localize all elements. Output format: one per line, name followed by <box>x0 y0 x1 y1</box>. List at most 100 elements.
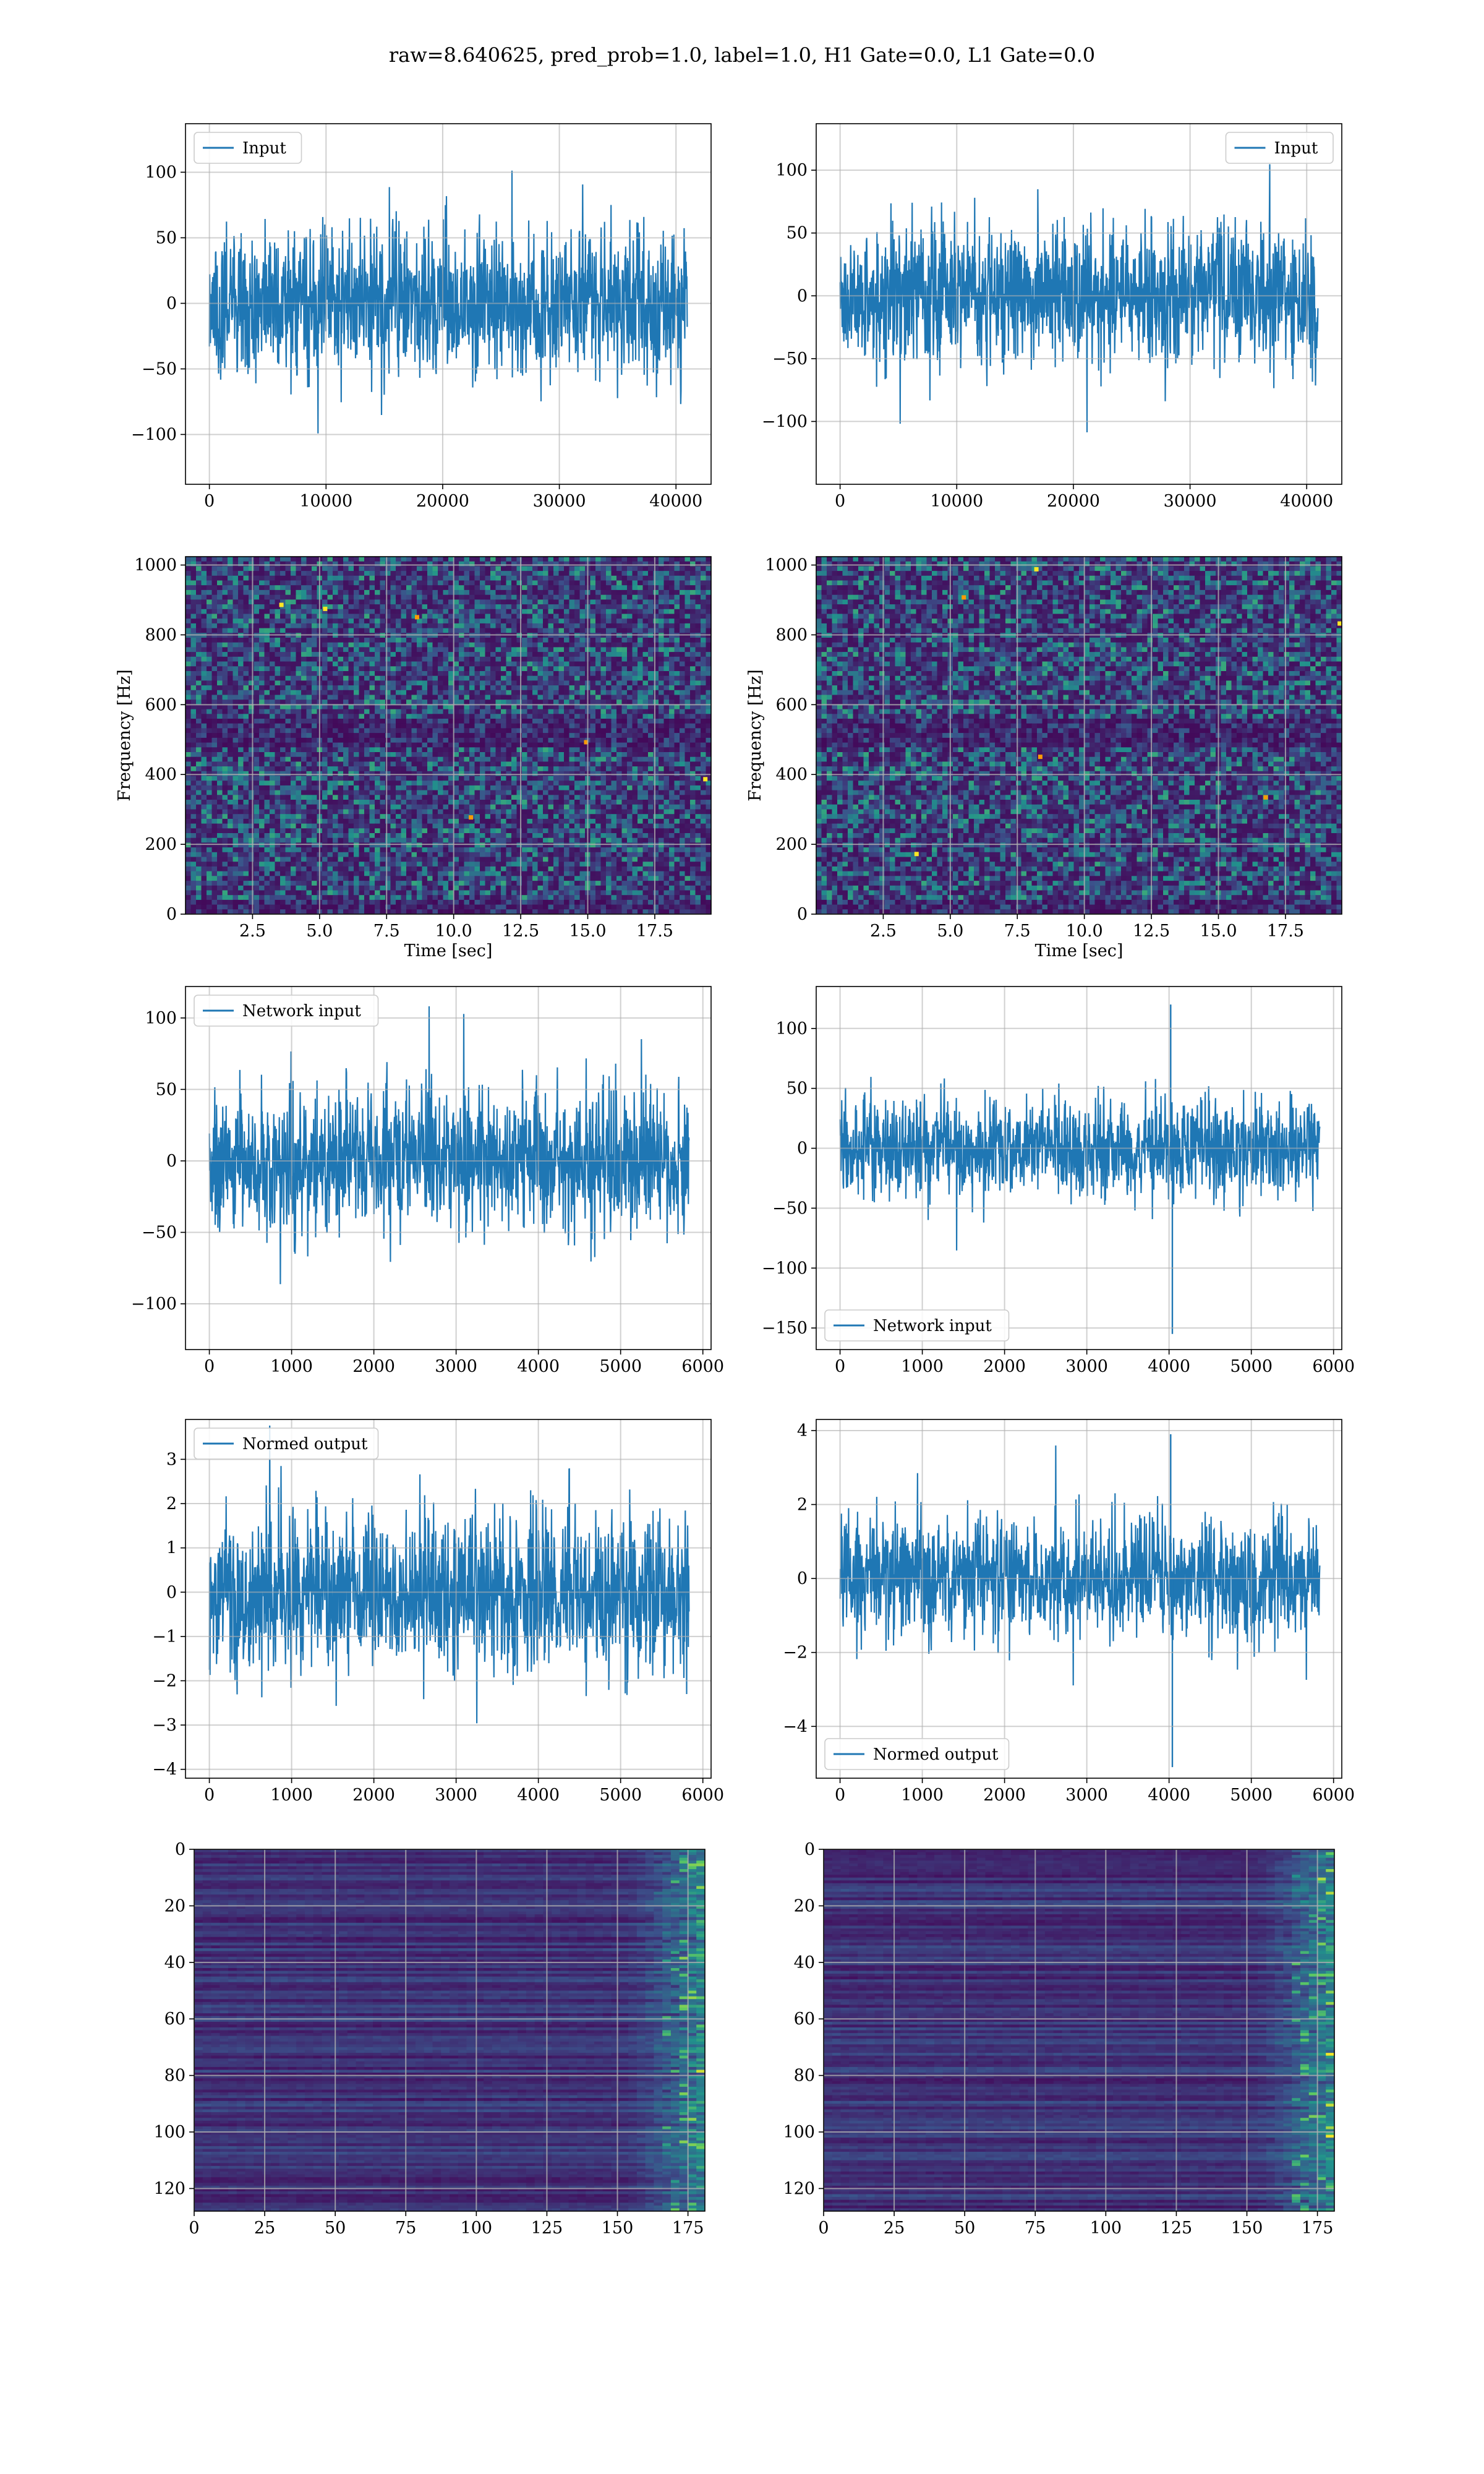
y-tick-label: 1000 <box>765 556 808 575</box>
y-tick-label: 0 <box>797 905 808 924</box>
y-tick-label: 0 <box>175 1840 186 1859</box>
x-tick-label: 0 <box>204 1786 215 1805</box>
heatmap-cells <box>824 1849 1334 2211</box>
y-tick-label: 60 <box>794 2010 815 2029</box>
x-tick-label: 100 <box>1090 2219 1122 2238</box>
x-tick-label: 10.0 <box>435 922 472 941</box>
x-tick-label: 2000 <box>352 1357 395 1376</box>
y-tick-label: 100 <box>145 1009 177 1028</box>
x-tick-label: 175 <box>1302 2219 1334 2238</box>
y-tick-label: 0 <box>797 286 808 306</box>
x-tick-label: 17.5 <box>636 922 673 941</box>
hot-pixel <box>1038 755 1043 760</box>
figure-title: raw=8.640625, pred_prob=1.0, label=1.0, … <box>389 43 1095 67</box>
x-tick-label: 1000 <box>901 1786 944 1805</box>
grid <box>824 1849 1334 2211</box>
y-tick-label: −4 <box>783 1717 808 1736</box>
x-tick-label: 4000 <box>517 1786 560 1805</box>
y-tick-label: 80 <box>794 2066 815 2086</box>
legend-label: Network input <box>873 1317 992 1335</box>
y-tick-label: 2 <box>166 1494 177 1513</box>
y-tick-label: 600 <box>775 695 808 714</box>
legend-box <box>194 995 379 1027</box>
x-tick-label: 10000 <box>299 492 352 511</box>
y-tick-label: −100 <box>131 425 177 444</box>
grid <box>816 1419 1342 1778</box>
x-tick-label: 15.0 <box>1200 922 1237 941</box>
x-tick-label: 6000 <box>681 1357 724 1376</box>
y-tick-label: 600 <box>145 695 177 714</box>
y-tick-label: 100 <box>775 161 808 180</box>
y-tick-label: 800 <box>775 625 808 644</box>
y-tick-label: −100 <box>762 412 808 431</box>
axes-frame <box>823 1849 1335 2212</box>
legend: Normed output <box>194 1427 379 1460</box>
chart-input_h1: 0 10000 20000 30000 40000 −100 −50 0 50 100 Input <box>131 123 712 511</box>
series-line <box>208 170 688 434</box>
y-tick-label: −100 <box>131 1295 177 1314</box>
axes-frame <box>816 556 1342 915</box>
x-tick-label: 5.0 <box>306 922 333 941</box>
chart-feat_h1: 0 25 50 75 100 125 150 175 0 20 40 60 80 100 120 <box>153 1840 706 2238</box>
y-tick-label: 0 <box>804 1840 815 1859</box>
x-tick-label: 150 <box>602 2219 634 2238</box>
y-tick-label: 50 <box>787 224 808 243</box>
y-tick-label: 40 <box>164 1953 186 1972</box>
series-line <box>839 164 1319 433</box>
y-tick-label: 2 <box>797 1496 808 1515</box>
y-tick-label: −50 <box>142 359 177 379</box>
x-tick-label: 15.0 <box>569 922 606 941</box>
x-tick-label: 125 <box>531 2219 563 2238</box>
y-tick-label: 100 <box>775 1019 808 1038</box>
y-tick-label: −3 <box>152 1716 177 1735</box>
hot-pixel <box>279 602 284 607</box>
y-tick-label: −2 <box>783 1643 808 1663</box>
y-tick-label: −100 <box>762 1259 808 1278</box>
y-tick-label: 100 <box>145 163 177 182</box>
series-line <box>839 1077 1321 1251</box>
heatmap-cells <box>816 557 1342 914</box>
x-tick-label: 1000 <box>901 1357 944 1376</box>
axes-frame <box>185 556 712 915</box>
y-tick-label: 120 <box>153 2179 186 2198</box>
x-tick-label: 5000 <box>599 1357 642 1376</box>
x-tick-label: 40000 <box>1280 492 1333 511</box>
x-tick-label: 50 <box>954 2219 975 2238</box>
heatmap-cells <box>194 1849 705 2211</box>
x-tick-label: 6000 <box>681 1786 724 1805</box>
grid <box>816 557 1342 914</box>
x-tick-label: 75 <box>395 2219 416 2238</box>
y-tick-label: −2 <box>152 1671 177 1690</box>
x-tick-label: 40000 <box>649 492 702 511</box>
heatmap-cells <box>186 557 711 914</box>
x-tick-label: 75 <box>1025 2219 1046 2238</box>
x-tick-label: 175 <box>672 2219 704 2238</box>
chart-norm_h1: 0 1000 2000 3000 4000 5000 6000 −4 −3 −2 −1 0 1 2 3 Nor… <box>152 1419 724 1805</box>
grid <box>186 557 711 914</box>
chart-input_l1: 0 10000 20000 30000 40000 −100 −50 0 50 100 Input <box>762 123 1342 511</box>
y-tick-label: 20 <box>164 1896 186 1915</box>
y-tick-label: 0 <box>166 1152 177 1171</box>
x-tick-label: 12.5 <box>502 922 539 941</box>
y-tick-label: −50 <box>772 349 808 369</box>
axes-frame <box>194 1849 706 2212</box>
x-tick-label: 5000 <box>599 1786 642 1805</box>
y-tick-label: 0 <box>797 1569 808 1588</box>
x-tick-label: 50 <box>325 2219 346 2238</box>
x-tick-label: 3000 <box>435 1786 477 1805</box>
x-tick-label: 2000 <box>983 1357 1026 1376</box>
y-tick-label: 800 <box>145 625 177 644</box>
grid <box>194 1849 705 2211</box>
x-tick-label: 0 <box>204 1357 215 1376</box>
y-tick-label: 20 <box>794 1896 815 1915</box>
legend-label: Normed output <box>873 1745 999 1764</box>
x-tick-label: 2.5 <box>239 922 266 941</box>
axes-frame <box>185 986 712 1350</box>
legend-label: Network input <box>242 1002 361 1021</box>
x-tick-label: 30000 <box>533 492 586 511</box>
grid <box>816 987 1342 1350</box>
x-tick-label: 2.5 <box>870 922 897 941</box>
y-tick-label: 0 <box>166 1583 177 1602</box>
y-tick-label: 50 <box>156 228 177 247</box>
chart-norm_l1: 0 1000 2000 3000 4000 5000 6000 −4 −2 0 2 4 Normed o… <box>783 1419 1355 1805</box>
